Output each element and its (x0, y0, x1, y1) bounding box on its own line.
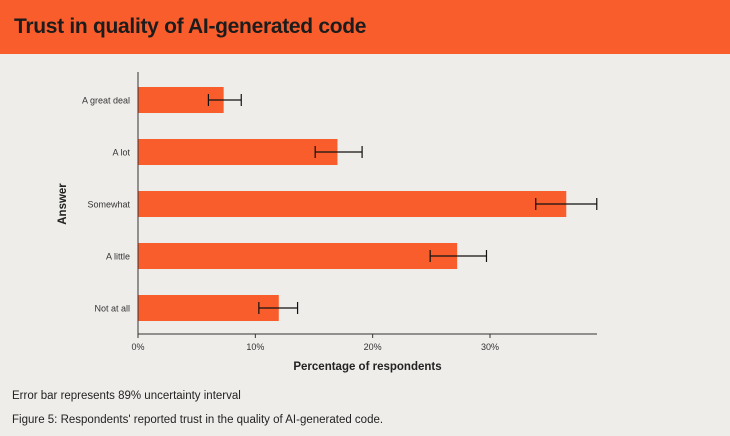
bar (138, 243, 458, 269)
category-label: A little (106, 252, 130, 262)
category-label: A lot (112, 148, 130, 158)
x-axis-label: Percentage of respondents (293, 361, 441, 373)
category-label: A great deal (82, 96, 130, 106)
figure-caption: Figure 5: Respondents' reported trust in… (12, 414, 384, 426)
error-bar-note: Error bar represents 89% uncertainty int… (12, 390, 241, 402)
category-label: Not at all (94, 304, 130, 314)
x-tick-label: 30% (481, 342, 499, 352)
bar (138, 295, 279, 321)
x-tick-label: 0% (131, 342, 144, 352)
x-tick-label: 20% (364, 342, 382, 352)
bar (138, 191, 567, 217)
y-axis-label: Answer (57, 183, 69, 225)
bar-chart: A great deal A lot Somewhat A little Not at … (57, 72, 598, 373)
header-banner: Trust in quality of AI-generated code (0, 0, 730, 54)
bar (138, 139, 338, 165)
x-tick-label: 10% (246, 342, 264, 352)
chart-title: Trust in quality of AI-generated code (14, 15, 367, 38)
category-label: Somewhat (87, 200, 130, 210)
